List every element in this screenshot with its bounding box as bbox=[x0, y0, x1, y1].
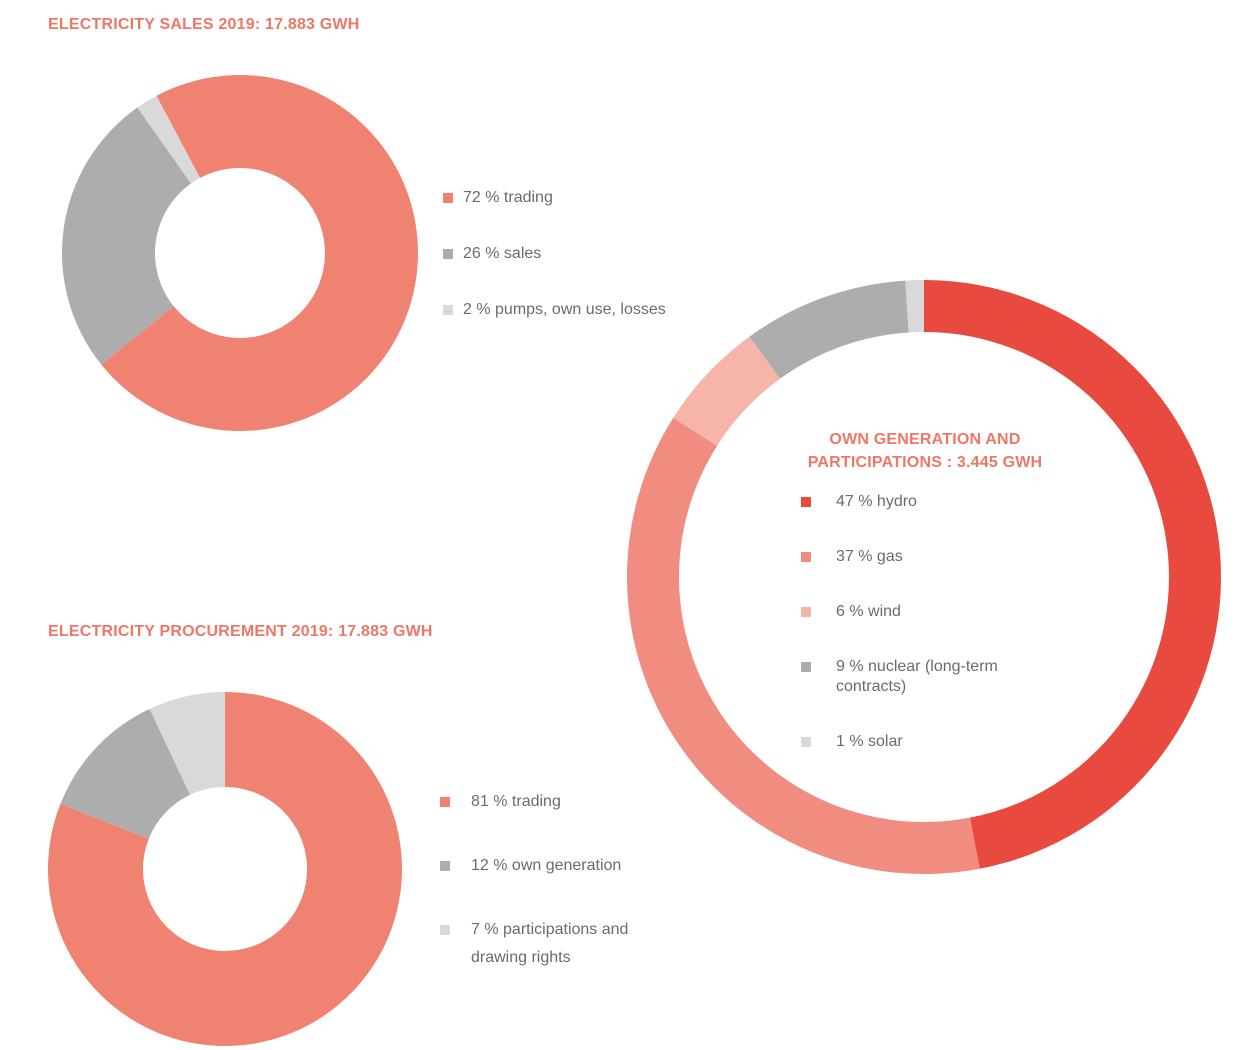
legend-item-participations: 7 % participations and drawing rights bbox=[440, 916, 671, 972]
legend-item-sales: 26 % sales bbox=[443, 244, 666, 264]
slice-trading bbox=[47, 692, 403, 1046]
sales-donut-chart bbox=[61, 74, 419, 431]
legend-swatch-own-generation bbox=[440, 861, 450, 871]
generation-donut-chart bbox=[627, 280, 1221, 874]
legend-item-hydro: 47 % hydro bbox=[801, 492, 1036, 512]
legend-label-nuclear: 9 % nuclear (long-term contracts) bbox=[836, 658, 998, 695]
legend-item-solar: 1 % solar bbox=[801, 732, 1036, 752]
legend-item-wind: 6 % wind bbox=[801, 602, 1036, 622]
generation-chart-title: OWN GENERATION AND PARTICIPATIONS : 3.44… bbox=[807, 431, 1043, 471]
legend-label-gas: 37 % gas bbox=[836, 548, 903, 565]
legend-item-pumps: 2 % pumps, own use, losses bbox=[443, 300, 666, 320]
generation-legend: 47 % hydro 37 % gas 6 % wind 9 % nuclear… bbox=[801, 492, 1036, 787]
legend-label-trading: 72 % trading bbox=[463, 189, 553, 206]
legend-label-wind: 6 % wind bbox=[836, 603, 901, 620]
sales-legend: 72 % trading 26 % sales 2 % pumps, own u… bbox=[443, 188, 666, 356]
slice-pumps bbox=[137, 95, 201, 184]
legend-swatch-trading bbox=[440, 797, 450, 807]
legend-swatch-sales bbox=[443, 249, 453, 259]
slice-sales bbox=[61, 107, 192, 365]
slice-participations bbox=[149, 692, 225, 795]
legend-swatch-nuclear bbox=[801, 662, 811, 672]
procurement-donut-chart bbox=[47, 692, 403, 1046]
slice-gas bbox=[627, 417, 980, 874]
legend-label-sales: 26 % sales bbox=[463, 245, 542, 262]
legend-swatch-solar bbox=[801, 737, 811, 747]
legend-label-hydro: 47 % hydro bbox=[836, 493, 917, 510]
slice-solar bbox=[905, 280, 924, 333]
slice-nuclear bbox=[749, 280, 909, 379]
legend-swatch-gas bbox=[801, 552, 811, 562]
legend-swatch-trading bbox=[443, 193, 453, 203]
legend-label-solar: 1 % solar bbox=[836, 733, 903, 750]
procurement-legend: 81 % trading 12 % own generation 7 % par… bbox=[440, 788, 671, 1008]
legend-item-nuclear: 9 % nuclear (long-term contracts) bbox=[801, 657, 1036, 697]
sales-chart-title: ELECTRICITY SALES 2019: 17.883 GWH bbox=[48, 16, 360, 33]
slice-hydro bbox=[924, 280, 1221, 869]
legend-swatch-wind bbox=[801, 607, 811, 617]
legend-label-trading: 81 % trading bbox=[471, 793, 561, 810]
legend-swatch-pumps bbox=[443, 305, 453, 315]
legend-swatch-participations bbox=[440, 925, 450, 935]
legend-item-gas: 37 % gas bbox=[801, 547, 1036, 567]
legend-item-own-generation: 12 % own generation bbox=[440, 852, 671, 880]
slice-wind bbox=[673, 336, 780, 446]
legend-label-own-generation: 12 % own generation bbox=[471, 857, 622, 874]
legend-swatch-hydro bbox=[801, 497, 811, 507]
slice-own-generation bbox=[60, 708, 191, 839]
legend-label-participations: 7 % participations and drawing rights bbox=[471, 921, 629, 966]
procurement-chart-title: ELECTRICITY PROCUREMENT 2019: 17.883 GWH bbox=[48, 623, 433, 640]
legend-item-trading: 81 % trading bbox=[440, 788, 671, 816]
slice-trading bbox=[101, 74, 419, 431]
legend-item-trading: 72 % trading bbox=[443, 188, 666, 208]
legend-label-pumps: 2 % pumps, own use, losses bbox=[463, 301, 666, 318]
